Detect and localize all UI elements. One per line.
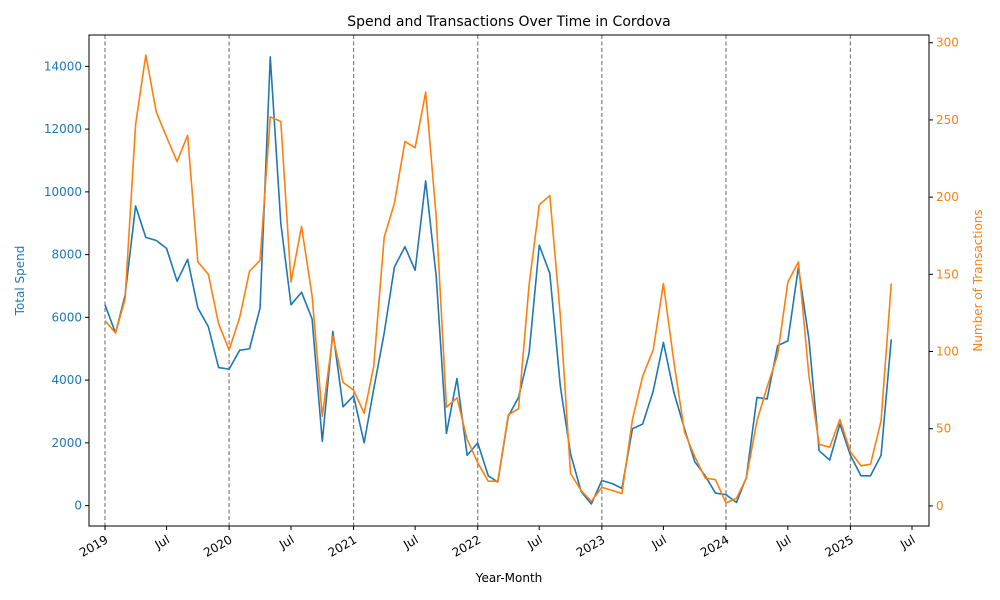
left-axis-ticks: 0 2000 4000 6000 8000 10000 12000 14000 xyxy=(44,59,89,513)
right-tick-label: 300 xyxy=(936,36,959,50)
x-tick-label: Jul xyxy=(648,532,668,552)
right-tick-label: 0 xyxy=(936,499,944,513)
plot-frame xyxy=(88,34,930,527)
right-tick-label: 200 xyxy=(936,190,959,204)
x-tick-label: Jul xyxy=(773,532,793,552)
x-tick-label: Jul xyxy=(400,532,420,552)
chart-title: Spend and Transactions Over Time in Cord… xyxy=(347,14,670,30)
left-tick-label: 2000 xyxy=(51,436,82,450)
left-tick-label: 6000 xyxy=(51,310,82,324)
left-tick-label: 0 xyxy=(74,499,82,513)
x-axis-label: Year-Month xyxy=(475,571,543,585)
x-tick-label: Jul xyxy=(524,532,544,552)
transactions-line xyxy=(104,54,893,504)
spend-line xyxy=(104,56,893,505)
right-axis-ticks: 0 50 100 150 200 250 300 xyxy=(929,36,959,513)
y-axis-right-label: Number of Transactions xyxy=(971,209,985,351)
x-tick-label: Jul xyxy=(897,532,917,552)
right-tick-label: 50 xyxy=(936,422,951,436)
right-tick-label: 100 xyxy=(936,345,959,359)
left-tick-label: 4000 xyxy=(51,373,82,387)
right-tick-label: 150 xyxy=(936,267,959,281)
x-tick-label: Jul xyxy=(152,532,172,552)
left-tick-label: 10000 xyxy=(44,185,82,199)
y-axis-left-label: Total Spend xyxy=(13,246,27,317)
left-tick-label: 14000 xyxy=(44,59,82,73)
series-layer xyxy=(104,54,893,505)
left-tick-label: 8000 xyxy=(51,248,82,262)
x-tick-label: Jul xyxy=(276,532,296,552)
right-tick-label: 250 xyxy=(936,113,959,127)
year-lines xyxy=(104,35,852,526)
left-tick-label: 12000 xyxy=(44,122,82,136)
